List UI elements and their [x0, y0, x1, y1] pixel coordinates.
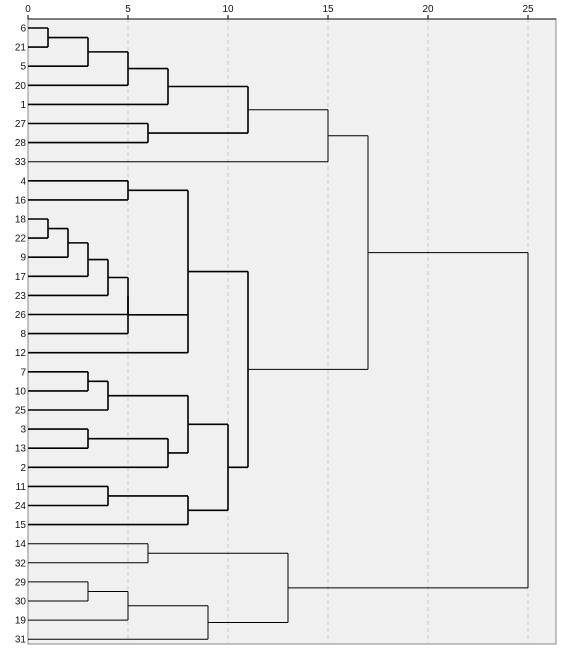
leaf-label-24: 24 — [15, 501, 27, 512]
leaf-label-30: 30 — [15, 597, 27, 608]
x-tick-label-10: 10 — [222, 4, 234, 15]
leaf-label-23: 23 — [15, 291, 27, 302]
dendrogram-links — [28, 27, 529, 640]
leaf-label-7: 7 — [20, 367, 26, 378]
leaf-label-5: 5 — [20, 62, 26, 73]
x-tick-label-5: 5 — [125, 4, 131, 15]
x-axis: 0 5 10 15 20 25 — [25, 4, 556, 20]
leaf-label-3: 3 — [20, 425, 26, 436]
leaf-label-22: 22 — [15, 234, 27, 245]
leaf-label-27: 27 — [15, 119, 27, 130]
leaf-label-4: 4 — [20, 176, 26, 187]
leaf-label-28: 28 — [15, 138, 27, 149]
leaf-label-17: 17 — [15, 272, 27, 283]
leaf-label-15: 15 — [15, 520, 27, 531]
leaf-label-31: 31 — [15, 635, 27, 646]
leaf-label-14: 14 — [15, 539, 27, 550]
leaf-label-9: 9 — [20, 253, 26, 264]
leaf-label-26: 26 — [15, 310, 27, 321]
leaf-label-2: 2 — [20, 463, 26, 474]
leaf-label-25: 25 — [15, 406, 27, 417]
leaf-label-12: 12 — [15, 348, 27, 359]
x-tick-label-20: 20 — [422, 4, 434, 15]
leaf-label-33: 33 — [15, 157, 27, 168]
leaf-label-21: 21 — [15, 43, 27, 54]
leaf-label-32: 32 — [15, 558, 27, 569]
x-tick-label-0: 0 — [25, 4, 31, 15]
leaf-label-16: 16 — [15, 195, 27, 206]
leaf-label-29: 29 — [15, 577, 27, 588]
leaf-labels: 6215201272833416182291723268127102531321… — [15, 24, 27, 646]
leaf-label-19: 19 — [15, 616, 27, 627]
leaf-label-1: 1 — [20, 100, 26, 111]
leaf-label-11: 11 — [16, 482, 27, 493]
x-tick-label-15: 15 — [322, 4, 334, 15]
leaf-label-18: 18 — [15, 215, 27, 226]
leaf-label-8: 8 — [20, 329, 26, 340]
leaf-label-6: 6 — [20, 24, 26, 35]
leaf-label-20: 20 — [15, 81, 27, 92]
plot-area — [27, 18, 557, 645]
leaf-label-10: 10 — [15, 386, 27, 397]
x-tick-label-25: 25 — [522, 4, 534, 15]
leaf-label-13: 13 — [15, 444, 27, 455]
